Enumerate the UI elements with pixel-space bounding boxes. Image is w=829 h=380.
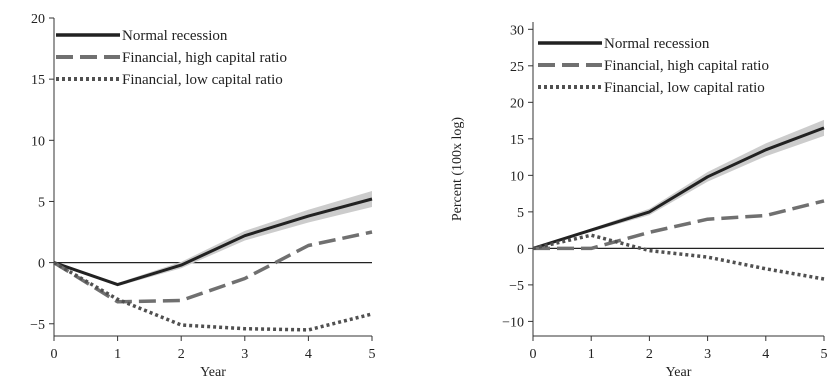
x-tick-label: 0 [530,347,537,362]
x-tick-label: 4 [305,347,312,362]
y-tick-label: 20 [31,12,45,27]
legend-label: Normal recession [122,28,228,44]
legend-label: Financial, low capital ratio [604,80,765,96]
series-line-1 [53,197,373,287]
x-tick-label: 3 [704,347,711,362]
y-tick-label: −10 [502,315,524,330]
y-tick-label: 20 [510,96,524,111]
x-tick-label: 2 [646,347,653,362]
y-tick-label: 30 [510,23,524,38]
x-axis-title: Year [666,365,692,380]
legend-label: Financial, low capital ratio [122,72,283,88]
left-chart-panel: −5 0 5 10 15 20 0 1 2 3 4 5 Year Normal recession Fina… [30,12,375,380]
x-tick-label: 1 [588,347,595,362]
legend-label: Normal recession [604,36,710,52]
series-line-2 [533,199,825,251]
legend-label: Financial, high capital ratio [604,58,769,74]
y-tick-label: 15 [31,73,45,88]
y-tick-label: 0 [38,257,45,272]
x-tick-label: 5 [821,347,828,362]
right-chart-panel: −10 −5 0 5 10 15 20 25 30 0 1 2 3 4 5 Year Percent (100x… [450,22,828,380]
legend-label: Financial, high capital ratio [122,50,287,66]
y-tick-label: 5 [38,195,45,210]
y-tick-label: 25 [510,60,524,75]
x-tick-label: 1 [114,347,121,362]
y-tick-label: 10 [31,134,45,149]
y-tick-label: 0 [517,242,524,257]
confidence-band [54,191,372,287]
series-line-3 [532,233,825,281]
series-line-3 [53,261,373,332]
confidence-band [533,119,824,249]
x-tick-label: 0 [51,347,58,362]
x-axis-title: Year [200,365,226,380]
x-tick-label: 2 [178,347,185,362]
y-tick-label: 10 [510,169,524,184]
y-tick-label: 5 [517,206,524,221]
y-axis-title: Percent (100x log) [450,117,465,222]
y-tick-label: 15 [510,133,524,148]
series-line-2 [53,230,373,304]
x-tick-label: 4 [762,347,769,362]
y-tick-label: −5 [30,318,45,333]
x-tick-label: 3 [241,347,248,362]
x-tick-label: 5 [369,347,376,362]
y-tick-label: −5 [509,279,524,294]
series-line-1 [532,126,825,250]
